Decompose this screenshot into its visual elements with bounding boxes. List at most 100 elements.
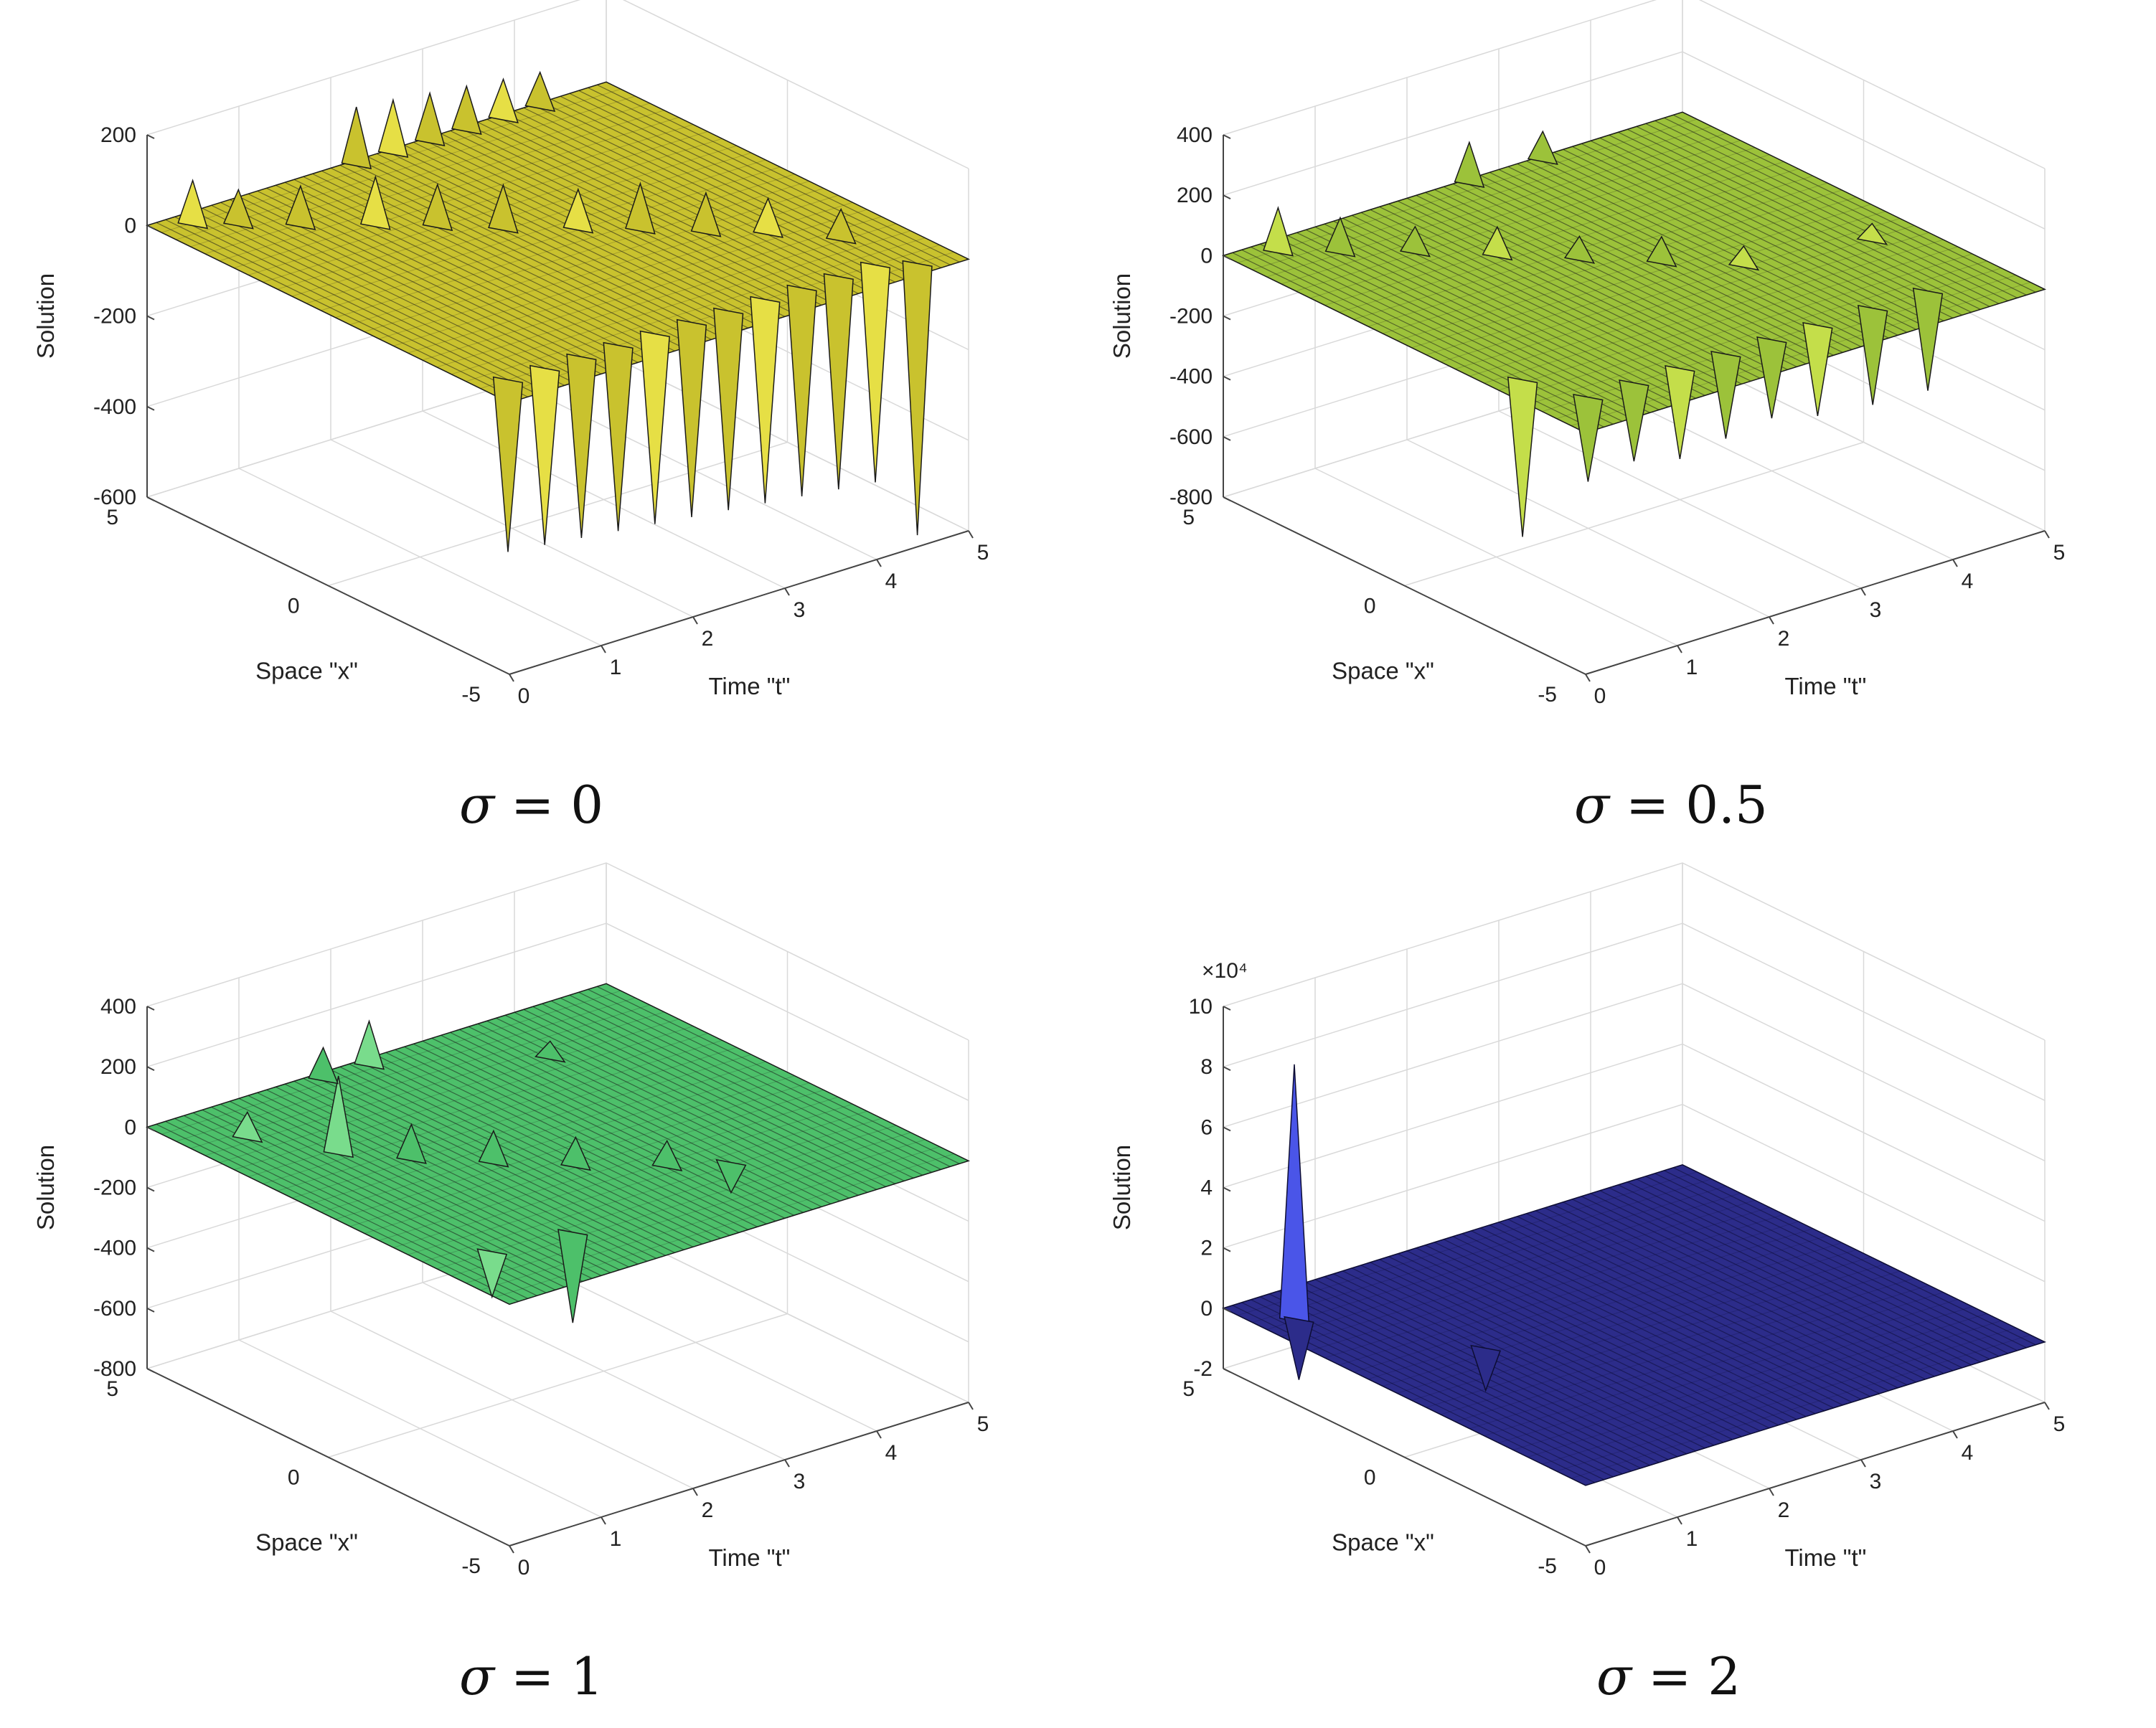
surface-mesh-t bbox=[1379, 1259, 1742, 1437]
surface-mesh-x bbox=[1266, 1186, 1726, 1330]
surface-mesh-t bbox=[578, 991, 941, 1170]
surface-mesh-x bbox=[1310, 154, 1770, 298]
surface-mesh-t bbox=[560, 95, 923, 274]
surface-mesh-t bbox=[431, 136, 795, 314]
surface-mesh-t bbox=[202, 207, 565, 386]
surface-mesh-t bbox=[1664, 1170, 2027, 1349]
wall-grid-z-4 bbox=[1223, 983, 2046, 1161]
surface-spike bbox=[750, 296, 781, 504]
surface-mesh-t bbox=[1259, 243, 1623, 422]
x-tick-label: -5 bbox=[1538, 1554, 1557, 1578]
surface-mesh-t bbox=[588, 87, 951, 265]
z-tick-mark bbox=[1223, 375, 1231, 381]
surface-mesh-t bbox=[367, 156, 730, 334]
surface-mesh-x bbox=[204, 110, 664, 255]
surface-mesh-x bbox=[451, 230, 911, 375]
surface-mesh-t bbox=[1471, 177, 1834, 356]
z-tick-label: 6 bbox=[1200, 1115, 1213, 1139]
surface-mesh-t bbox=[385, 150, 749, 329]
surface-mesh-t bbox=[1618, 131, 1981, 310]
surface-spike bbox=[1563, 235, 1596, 264]
surface-mesh-t bbox=[1609, 134, 1972, 313]
surface-mesh-t bbox=[560, 997, 923, 1176]
surface-mesh-x bbox=[1295, 147, 1756, 292]
floor-grid-x-1 bbox=[328, 1313, 788, 1458]
surface-spike bbox=[222, 188, 254, 230]
surface-mesh-x bbox=[393, 1103, 853, 1248]
surface-spike bbox=[786, 284, 817, 496]
surface-mesh-t bbox=[1268, 1293, 1632, 1472]
surface-mesh-t bbox=[1296, 232, 1660, 410]
surface-mesh-t bbox=[1461, 1233, 1825, 1412]
t-tick-label: 2 bbox=[1778, 627, 1790, 651]
surface-spike bbox=[713, 307, 744, 511]
surface-mesh-t bbox=[1370, 1262, 1733, 1440]
surface-mesh-t bbox=[477, 121, 841, 300]
surface-mesh-t bbox=[596, 986, 960, 1164]
surface-mesh-t bbox=[468, 1026, 832, 1204]
surface-mesh-t bbox=[550, 1000, 914, 1179]
surface-mesh-t bbox=[542, 1003, 905, 1181]
surface-mesh-t bbox=[504, 1014, 868, 1193]
surface-spike bbox=[1728, 245, 1760, 271]
surface-mesh-t bbox=[532, 1006, 895, 1184]
surface-spike bbox=[1263, 206, 1294, 257]
t-tick-label: 1 bbox=[1686, 1527, 1698, 1551]
surface-mesh-t bbox=[1480, 1227, 1843, 1406]
surface-mesh-x bbox=[1440, 218, 1901, 362]
surface-mesh-x bbox=[408, 209, 867, 354]
surface-spike bbox=[359, 174, 391, 230]
surface-mesh-t bbox=[220, 202, 583, 380]
surface-mesh-x bbox=[321, 1068, 781, 1213]
t-tick-mark bbox=[692, 616, 698, 625]
surface-mesh-t bbox=[165, 1120, 528, 1299]
surface-spike bbox=[232, 1110, 263, 1143]
surface-mesh-x bbox=[480, 1146, 940, 1290]
z-tick-mark bbox=[1223, 255, 1231, 260]
surface-mesh-x bbox=[1238, 1171, 1698, 1316]
surface-mesh-t bbox=[248, 1095, 611, 1273]
surface-mesh-t bbox=[1251, 246, 1614, 425]
surface-mesh-t bbox=[339, 1066, 703, 1245]
surface-spike bbox=[354, 1019, 385, 1070]
surface-spike bbox=[1454, 141, 1485, 188]
surface-mesh-x bbox=[1484, 1292, 1944, 1437]
z-tick-mark bbox=[146, 1006, 155, 1011]
surface-spike bbox=[529, 364, 560, 545]
surface-mesh-t bbox=[1553, 151, 1917, 330]
surface-mesh-t bbox=[1489, 1224, 1853, 1403]
surface-mesh-t bbox=[156, 1123, 519, 1302]
surface-mesh-x bbox=[422, 216, 882, 361]
z-tick-label: -400 bbox=[1169, 365, 1213, 389]
z-tick-mark bbox=[1223, 1247, 1231, 1252]
t-tick-label: 5 bbox=[2053, 541, 2066, 565]
x-axis-label: Space "x" bbox=[1332, 1529, 1434, 1556]
surface-mesh-t bbox=[339, 164, 703, 343]
surface-mesh-t bbox=[1654, 1173, 2018, 1351]
surface-mesh-t bbox=[1599, 137, 1963, 316]
surface-mesh-x bbox=[1571, 282, 2030, 426]
surface-mesh-t bbox=[257, 1092, 620, 1270]
z-tick-label: 400 bbox=[100, 995, 136, 1019]
surface-spike bbox=[396, 1123, 427, 1164]
surface-mesh-t bbox=[330, 1069, 694, 1247]
surface-mesh-t bbox=[349, 161, 712, 340]
surface-plot-sigma-0_5: -800 -600 -400 -200 0 200 400 5 0 -5 0 1 2 3 4 5 Solutio… bbox=[1108, 0, 2066, 708]
surface-spike bbox=[603, 341, 634, 532]
surface-mesh-x bbox=[1498, 246, 1958, 391]
z-tick-label: -200 bbox=[93, 1176, 136, 1200]
surface-mesh-t bbox=[569, 93, 933, 271]
t-tick-label: 3 bbox=[1870, 1470, 1882, 1493]
surface-mesh-t bbox=[1471, 1230, 1834, 1409]
surface-mesh-x bbox=[1527, 260, 1987, 405]
t-tick-label: 0 bbox=[1594, 684, 1606, 708]
surface-spike bbox=[1912, 287, 1944, 391]
t-axis-label: Time "t" bbox=[708, 673, 790, 699]
surface-mesh-t bbox=[211, 204, 574, 383]
surface-mesh-x bbox=[1440, 1270, 1901, 1415]
x-axis-line bbox=[1223, 496, 1586, 675]
z-tick-mark bbox=[146, 225, 155, 230]
surface-mesh-t bbox=[1314, 226, 1678, 405]
z-tick-label: 200 bbox=[100, 1055, 136, 1079]
surface-mesh-x bbox=[451, 1132, 911, 1277]
